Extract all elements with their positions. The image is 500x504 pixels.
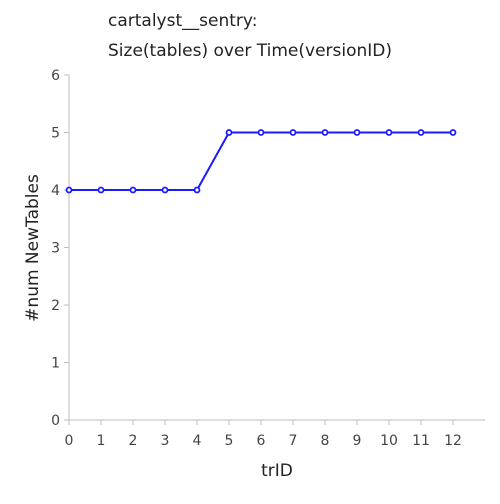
y-tick-label: 6 — [51, 68, 60, 84]
y-tick-label: 4 — [51, 183, 60, 199]
chart-title-line-1: cartalyst__sentry: — [108, 11, 257, 31]
x-tick-label: 8 — [321, 433, 330, 449]
x-tick-label: 2 — [129, 433, 138, 449]
x-tick-label: 3 — [161, 433, 170, 449]
chart-title-line-2: Size(tables) over Time(versionID) — [108, 41, 392, 61]
x-tick-label: 4 — [193, 433, 202, 449]
y-tick-label: 1 — [51, 356, 60, 372]
x-tick-label: 1 — [97, 433, 106, 449]
x-axis-title: trID — [261, 461, 293, 481]
data-point — [353, 129, 361, 136]
data-point — [385, 129, 393, 136]
x-tick-label: 7 — [289, 433, 298, 449]
data-point — [321, 129, 329, 136]
x-axis-ticks: 0 1 2 3 4 5 6 7 8 9 10 11 12 — [65, 420, 462, 449]
data-point — [65, 186, 73, 194]
y-tick-label: 2 — [51, 298, 60, 314]
x-tick-label: 6 — [257, 433, 266, 449]
data-point — [257, 129, 265, 136]
data-point — [225, 129, 233, 136]
data-point — [161, 186, 169, 194]
data-point — [97, 186, 105, 194]
series-line — [69, 131, 453, 191]
y-tick-label: 0 — [51, 413, 60, 429]
x-tick-label: 0 — [65, 433, 74, 449]
x-tick-label: 5 — [225, 433, 234, 449]
data-point — [193, 186, 201, 194]
x-tick-label: 12 — [444, 433, 462, 449]
data-point — [129, 186, 137, 194]
data-point — [449, 129, 457, 136]
x-tick-label: 9 — [353, 433, 362, 449]
y-tick-label: 5 — [51, 126, 60, 142]
y-axis-ticks: 0 1 2 3 4 5 6 — [51, 68, 69, 429]
data-point — [417, 129, 425, 136]
x-tick-label: 10 — [380, 433, 398, 449]
y-axis-title: #num NewTables — [23, 174, 43, 322]
series-layer — [65, 129, 457, 194]
data-point — [289, 129, 297, 136]
x-tick-label: 11 — [412, 433, 430, 449]
y-tick-label: 3 — [51, 241, 60, 257]
